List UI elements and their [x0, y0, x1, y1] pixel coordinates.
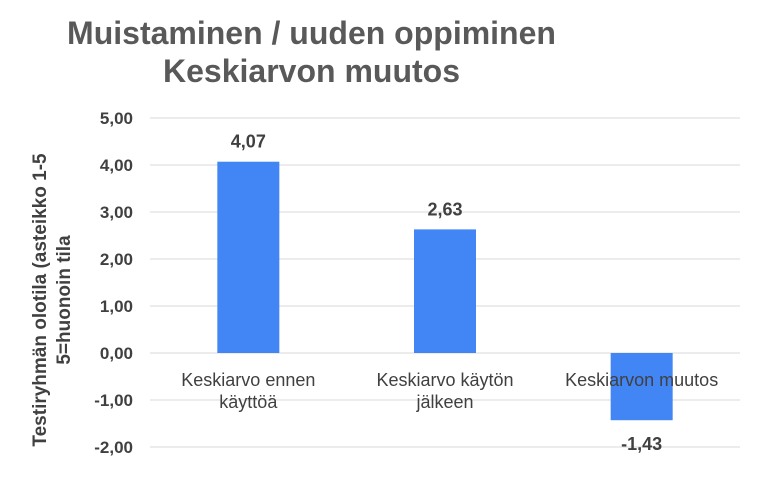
y-tick-label: -2,00 [94, 438, 133, 457]
y-axis-title-line: 5=huonoin tila [54, 235, 75, 365]
y-axis-title-group: Testiryhmän olotila (asteikko 1-5 5=huono… [30, 153, 75, 447]
bar [414, 229, 476, 353]
bar [610, 353, 673, 421]
data-label: 4,07 [231, 132, 266, 152]
y-axis-ticks: 5,00 4,00 3,00 2,00 1,00 0,00 -1,00 -2,00 [94, 109, 133, 457]
category-label: Keskiarvo ennen [181, 370, 315, 390]
y-tick-label: 3,00 [100, 203, 133, 222]
data-label: 2,63 [427, 199, 462, 219]
y-tick-label: 1,00 [100, 297, 133, 316]
category-label: käyttöä [219, 392, 278, 412]
chart-title-block: Muistaminen / uuden oppiminen Keskiarvon… [0, 14, 759, 90]
y-tick-label: 0,00 [100, 344, 133, 363]
category-label: Keskiarvon muutos [565, 370, 718, 390]
bar [217, 161, 280, 353]
y-tick-label: 4,00 [100, 156, 133, 175]
chart-title: Muistaminen / uuden oppiminen [67, 15, 556, 51]
y-tick-label: 5,00 [100, 109, 133, 128]
data-label: -1,43 [621, 434, 662, 454]
chart-subtitle: Keskiarvon muutos [163, 53, 460, 89]
y-tick-label: -1,00 [94, 391, 133, 410]
y-tick-label: 2,00 [100, 250, 133, 269]
data-labels: 4,07 2,63 -1,43 [231, 132, 662, 454]
bars [217, 161, 673, 421]
y-axis-title-line: Testiryhmän olotila (asteikko 1-5 [30, 153, 51, 447]
category-label: Keskiarvo käytön [376, 370, 513, 390]
y-axis-title: Testiryhmän olotila (asteikko 1-5 5=huono… [30, 153, 75, 447]
category-label: jälkeen [415, 392, 473, 412]
